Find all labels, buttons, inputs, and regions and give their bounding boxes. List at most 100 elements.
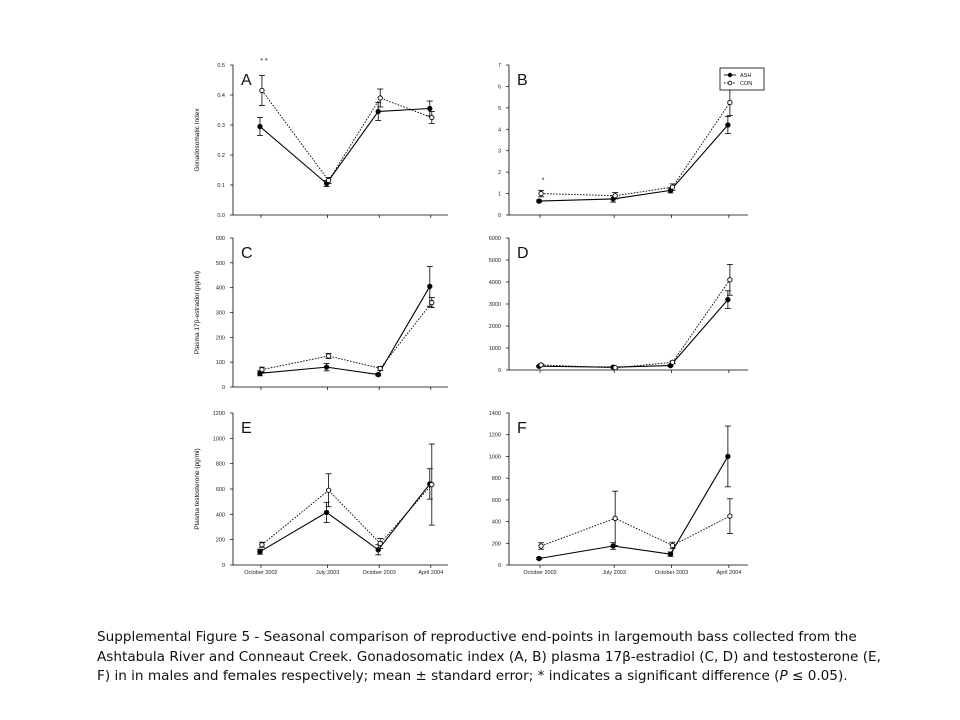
- data-point-filled: [667, 551, 674, 557]
- x-tick-label: April 2004: [716, 570, 741, 576]
- y-tick-label: 1400: [489, 411, 501, 417]
- caption-p-symbol: P: [779, 668, 788, 684]
- y-tick-label: 0.2: [217, 153, 225, 159]
- y-tick-label: 6: [498, 84, 501, 90]
- series-line-filled: [259, 483, 431, 553]
- series-line-open: [541, 102, 731, 197]
- data-point-open: [259, 542, 265, 548]
- panel-letter: D: [517, 245, 529, 262]
- series-line-filled: [539, 299, 729, 368]
- y-tick-label: 6000: [489, 236, 501, 242]
- y-tick-label: 5: [498, 106, 501, 112]
- y-tick-label: 1200: [489, 433, 501, 439]
- data-point-open: [538, 362, 544, 368]
- data-point-open: [538, 543, 544, 549]
- significance-annotation: *: [542, 178, 545, 185]
- series-line-open: [261, 484, 433, 546]
- y-tick-label: 800: [492, 476, 501, 482]
- data-point-filled: [725, 453, 731, 460]
- series-line-filled: [259, 107, 430, 185]
- data-point-open: [259, 87, 265, 94]
- y-tick-label: 600: [216, 487, 225, 493]
- y-axis-label: Plasma 17β-estradiol (pg/ml): [194, 271, 201, 354]
- y-tick-label: 5000: [489, 258, 501, 264]
- series-line-open: [261, 302, 433, 371]
- y-axis-label: Plasma testosterone (pg/ml): [194, 448, 201, 529]
- significance-annotation: * *: [260, 58, 268, 65]
- data-point-open: [429, 299, 435, 306]
- data-point-filled: [725, 296, 731, 303]
- series-line-filled: [539, 124, 729, 202]
- y-tick-label: 4: [498, 127, 501, 133]
- y-tick-label: 0.0: [217, 213, 225, 219]
- y-tick-label: 100: [216, 360, 225, 366]
- data-point-open: [727, 99, 733, 106]
- figure-caption: Supplemental Figure 5 - Seasonal compari…: [97, 628, 897, 687]
- data-point-open: [429, 481, 435, 488]
- x-tick-label: July 2003: [316, 570, 340, 576]
- y-tick-label: 200: [492, 541, 501, 547]
- y-tick-label: 3000: [489, 302, 501, 308]
- panel-d: 0 1000 2000 3000 4000 5000 6000 D: [489, 236, 748, 374]
- y-tick-label: 7: [498, 63, 501, 69]
- figure-panels: 0.0 0.1 0.2 0.3 0.4 0.5 Gonadosomatic Index A * …: [194, 58, 765, 576]
- legend-marker: [727, 72, 733, 78]
- x-tick-label: October 2003: [655, 570, 688, 576]
- y-tick-label: 4000: [489, 280, 501, 286]
- data-point-filled: [536, 198, 542, 204]
- y-tick-label: 2000: [489, 324, 501, 330]
- series-line-open: [261, 90, 432, 182]
- data-point-filled: [610, 543, 616, 549]
- y-tick-label: 800: [216, 462, 225, 468]
- data-point-filled: [536, 555, 542, 562]
- data-point-open: [325, 177, 332, 184]
- panel-c: 0 100 200 300 400 500 600 Plasma 17β-estradiol …: [194, 236, 448, 391]
- data-point-open: [727, 513, 733, 519]
- y-tick-label: 200: [216, 335, 225, 341]
- data-point-open: [669, 184, 676, 190]
- data-point-filled: [427, 283, 433, 290]
- data-point-open: [612, 365, 618, 371]
- panel-letter: B: [517, 72, 528, 89]
- y-tick-label: 400: [216, 512, 225, 518]
- legend-marker: [727, 80, 733, 86]
- data-point-open: [377, 540, 383, 547]
- x-tick-label: July 2003: [602, 570, 626, 576]
- data-point-open: [669, 542, 676, 549]
- y-tick-label: 400: [216, 286, 225, 292]
- data-point-filled: [257, 123, 263, 130]
- series-line-filled: [259, 286, 431, 376]
- data-point-filled: [323, 509, 330, 516]
- y-tick-label: 1000: [213, 436, 225, 442]
- data-point-open: [538, 190, 544, 197]
- legend-label: CON: [740, 81, 752, 87]
- x-tick-label: October 2002: [244, 570, 277, 576]
- series-line-filled: [538, 456, 729, 560]
- caption-text: Supplemental Figure 5 - Seasonal compari…: [97, 629, 881, 684]
- data-point-open: [429, 114, 435, 121]
- y-tick-label: 0.1: [217, 183, 225, 189]
- data-point-filled: [725, 122, 731, 128]
- y-tick-label: 0: [222, 385, 225, 391]
- data-point-open: [325, 487, 332, 493]
- data-point-filled: [257, 549, 263, 555]
- y-tick-label: 2: [498, 170, 501, 176]
- panel-e: 0 200 400 600 800 1000 1200 October 2002 July 20…: [194, 411, 448, 576]
- data-point-filled: [375, 371, 381, 378]
- data-point-open: [612, 193, 618, 199]
- y-tick-label: 0: [222, 563, 225, 569]
- series-line-open: [541, 279, 731, 369]
- y-tick-label: 0.5: [217, 63, 225, 69]
- data-point-open: [669, 359, 676, 365]
- legend-label: ASH: [740, 73, 751, 79]
- y-tick-label: 600: [492, 498, 501, 504]
- data-point-open: [259, 366, 265, 373]
- y-tick-label: 0: [498, 368, 501, 374]
- panel-letter: A: [241, 72, 252, 89]
- y-axis-label: Gonadosomatic Index: [194, 108, 201, 172]
- caption-text-end: ≤ 0.05).: [787, 668, 848, 684]
- x-tick-label: October 2002: [523, 570, 556, 576]
- y-tick-label: 0.3: [217, 123, 225, 129]
- series-line-open: [540, 515, 731, 547]
- y-tick-label: 1200: [213, 411, 225, 417]
